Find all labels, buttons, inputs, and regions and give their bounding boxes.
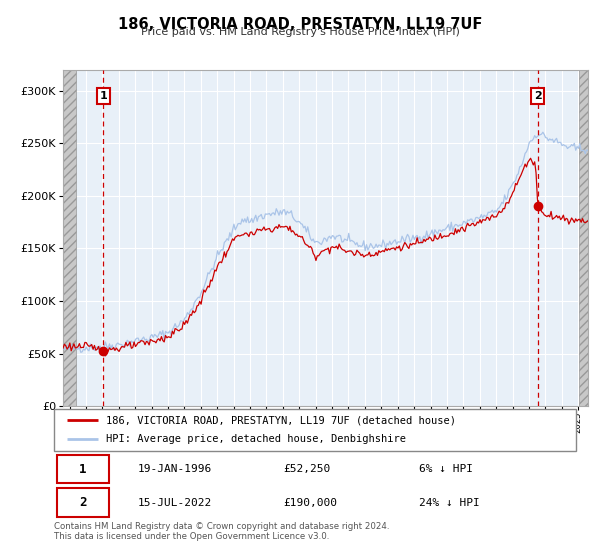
FancyBboxPatch shape	[56, 488, 109, 517]
Text: 19-JAN-1996: 19-JAN-1996	[137, 464, 212, 474]
Text: Contains HM Land Registry data © Crown copyright and database right 2024.: Contains HM Land Registry data © Crown c…	[54, 522, 389, 531]
Text: 24% ↓ HPI: 24% ↓ HPI	[419, 497, 480, 507]
Text: £190,000: £190,000	[284, 497, 338, 507]
Bar	[63, 70, 76, 406]
Text: 1: 1	[79, 463, 86, 475]
Text: 6% ↓ HPI: 6% ↓ HPI	[419, 464, 473, 474]
FancyBboxPatch shape	[56, 455, 109, 483]
Text: Price paid vs. HM Land Registry's House Price Index (HPI): Price paid vs. HM Land Registry's House …	[140, 27, 460, 37]
Text: 15-JUL-2022: 15-JUL-2022	[137, 497, 212, 507]
Text: £52,250: £52,250	[284, 464, 331, 474]
Text: This data is licensed under the Open Government Licence v3.0.: This data is licensed under the Open Gov…	[54, 532, 329, 541]
Text: HPI: Average price, detached house, Denbighshire: HPI: Average price, detached house, Denb…	[106, 435, 406, 445]
Bar	[580, 70, 588, 406]
Text: 2: 2	[79, 496, 86, 509]
Text: 186, VICTORIA ROAD, PRESTATYN, LL19 7UF (detached house): 186, VICTORIA ROAD, PRESTATYN, LL19 7UF …	[106, 415, 456, 425]
Text: 2: 2	[534, 91, 542, 101]
Text: 186, VICTORIA ROAD, PRESTATYN, LL19 7UF: 186, VICTORIA ROAD, PRESTATYN, LL19 7UF	[118, 17, 482, 32]
Text: 1: 1	[100, 91, 107, 101]
